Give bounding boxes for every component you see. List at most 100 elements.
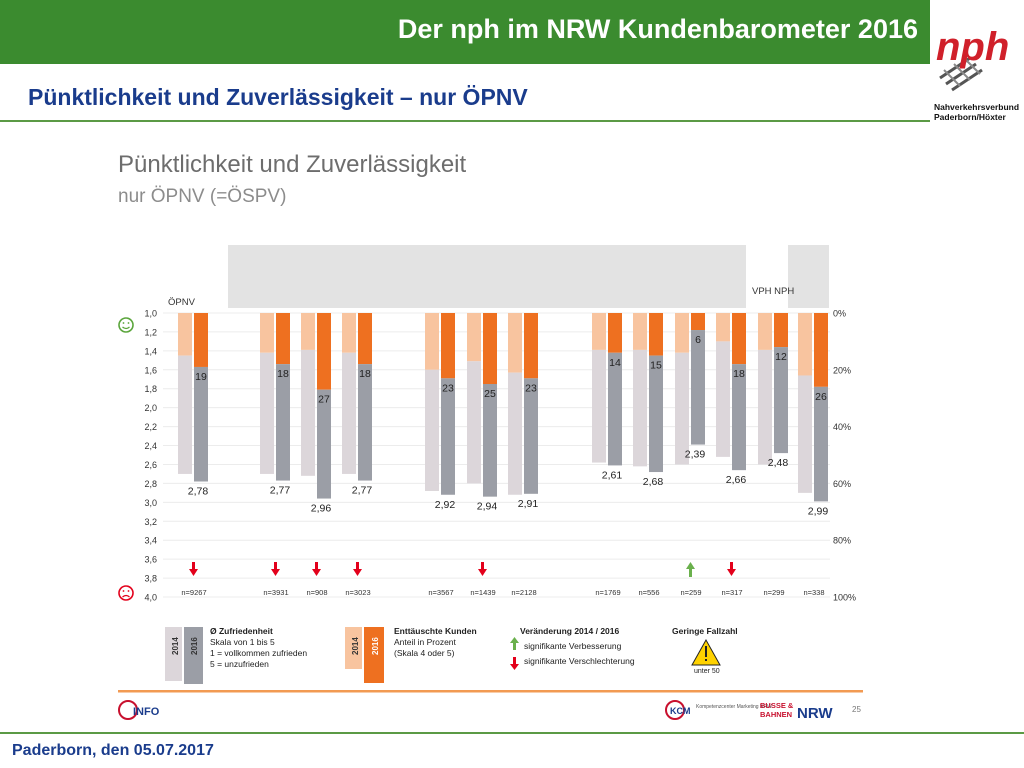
kcm-logo-text: KCM xyxy=(670,706,691,716)
down-arrow-icon xyxy=(730,562,733,570)
score-label: 2,61 xyxy=(602,469,623,481)
score-label: 2,39 xyxy=(685,449,706,461)
left-axis: 1,0 1,2 1,4 1,6 1,8 2,0 2,2 2,4 2,6 2,8 3,0 3,2 3,4 3… xyxy=(144,309,157,603)
busse-bahnen-nrw-logo: BUSSE & BAHNEN NRW xyxy=(760,701,833,722)
orange-bar-2016 xyxy=(194,313,208,367)
gray-bar-2014 xyxy=(301,349,315,476)
orange-bar-2016 xyxy=(317,313,331,390)
bb-logo-line1: BUSSE & xyxy=(760,701,794,710)
gray-bar-2016 xyxy=(774,347,788,454)
gray-bar-2014 xyxy=(592,349,606,463)
footer-date: Paderborn, den 05.07.2017 xyxy=(12,742,214,759)
page-number: 25 xyxy=(852,705,861,714)
bb-logo-line2: BAHNEN xyxy=(760,710,792,719)
legend-year-2016: 2016 xyxy=(371,637,380,655)
bar-group: 14 2,61 n=1769 xyxy=(592,313,622,597)
chart-panel: Pünktlichkeit und Zuverlässigkeit nur ÖP… xyxy=(118,151,863,722)
left-tick-label: 1,4 xyxy=(144,346,157,356)
down-arrow-icon xyxy=(315,562,318,570)
score-label: 2,68 xyxy=(643,476,664,488)
score-label: 2,78 xyxy=(188,486,209,498)
left-tick-label: 3,4 xyxy=(144,536,157,546)
pct-label: 18 xyxy=(277,368,289,380)
legend-disappointed-line: (Skala 4 oder 5) xyxy=(394,648,455,658)
orange-bar-2014 xyxy=(342,313,356,353)
left-tick-label: 2,2 xyxy=(144,422,157,432)
gray-bar-2014 xyxy=(467,361,481,484)
legend-orange-2016 xyxy=(364,627,384,683)
down-arrow-icon xyxy=(356,562,359,570)
pct-label: 19 xyxy=(195,371,207,383)
gray-bar-2016 xyxy=(441,378,455,495)
legend-disappointed-line: Anteil in Prozent xyxy=(394,637,457,647)
score-label: 2,91 xyxy=(518,498,539,510)
down-arrow-icon xyxy=(274,562,277,570)
pct-label: 23 xyxy=(525,382,537,394)
orange-bar-2014 xyxy=(592,313,606,350)
score-label: 2,99 xyxy=(808,505,829,517)
left-tick-label: 2,6 xyxy=(144,460,157,470)
right-tick-label: 40% xyxy=(833,422,851,432)
down-arrow-icon xyxy=(189,569,198,576)
gray-bar-2014 xyxy=(342,352,356,474)
header-title: Der nph im NRW Kundenbarometer 2016 xyxy=(397,14,918,44)
score-label: 2,77 xyxy=(352,485,373,497)
pct-label: 26 xyxy=(815,391,827,403)
left-tick-label: 1,2 xyxy=(144,327,157,337)
legend-swatch-2016 xyxy=(184,627,203,684)
pct-label: 18 xyxy=(359,368,371,380)
bar-group: 18 2,66 n=317 xyxy=(716,313,746,597)
orange-bar-2014 xyxy=(633,313,647,350)
left-tick-label: 1,0 xyxy=(144,309,157,319)
left-tick-label: 4,0 xyxy=(144,593,157,603)
bar-group: 6 2,39 n=259 xyxy=(675,313,705,597)
gray-bar-2016 xyxy=(358,364,372,481)
gray-bar-2016 xyxy=(732,364,746,471)
gray-bar-2016 xyxy=(194,366,208,482)
gray-bar-2016 xyxy=(317,389,331,499)
gray-bar-2014 xyxy=(798,375,812,493)
orange-bar-2014 xyxy=(508,313,522,373)
orange-bar-2014 xyxy=(425,313,439,370)
orange-bar-2016 xyxy=(358,313,372,365)
logo-line-2: Paderborn/Höxter xyxy=(934,112,1006,122)
left-tick-label: 3,8 xyxy=(144,574,157,584)
orange-bar-2016 xyxy=(691,313,705,331)
orange-bar-2014 xyxy=(260,313,274,353)
legend-change-up: signifikante Verbesserung xyxy=(524,641,622,651)
sample-size: n=1439 xyxy=(470,588,495,597)
orange-bar-2016 xyxy=(483,313,497,384)
orange-bar-2014 xyxy=(467,313,481,362)
down-arrow-icon xyxy=(478,569,487,576)
orange-bar-2014 xyxy=(798,313,812,376)
sample-size: n=3567 xyxy=(428,588,453,597)
orange-bar-2016 xyxy=(814,313,828,387)
down-arrow-icon xyxy=(312,569,321,576)
legend-satisfaction-title: Ø Zufriedenheit xyxy=(210,626,273,636)
kcm-logo-subtext: Kompetenzcenter Marketing NRW xyxy=(696,704,772,710)
legend-small-n-title: Geringe Fallzahl xyxy=(672,626,738,636)
pct-label: 27 xyxy=(318,394,330,406)
legend-down-arrow-icon xyxy=(510,657,519,670)
gray-bar-2014 xyxy=(633,349,647,467)
right-tick-label: 60% xyxy=(833,479,851,489)
gray-bar-2014 xyxy=(758,349,772,465)
right-tick-label: 100% xyxy=(833,593,856,603)
nph-logo: nph Nahverkehrsverbund Paderborn/Höxter xyxy=(930,0,1024,122)
logo-mark-text: nph xyxy=(936,25,1009,69)
pct-label: 15 xyxy=(650,360,662,372)
info-logo: INFO xyxy=(118,700,160,720)
score-label: 2,48 xyxy=(768,457,789,469)
legend-small-n-note: unter 50 xyxy=(694,668,720,675)
pct-label: 18 xyxy=(733,368,745,380)
bar-group: 27 2,96 n=908 xyxy=(301,313,331,597)
score-label: 2,66 xyxy=(726,474,747,486)
left-tick-label: 1,6 xyxy=(144,365,157,375)
sample-size: n=908 xyxy=(306,588,327,597)
orange-bar-2014 xyxy=(178,313,192,356)
left-tick-label: 3,0 xyxy=(144,498,157,508)
header-band-right xyxy=(788,245,829,308)
bar-group: 12 2,48 n=299 xyxy=(758,313,788,597)
header-band-left xyxy=(228,245,746,308)
gray-bar-2016 xyxy=(649,355,663,473)
